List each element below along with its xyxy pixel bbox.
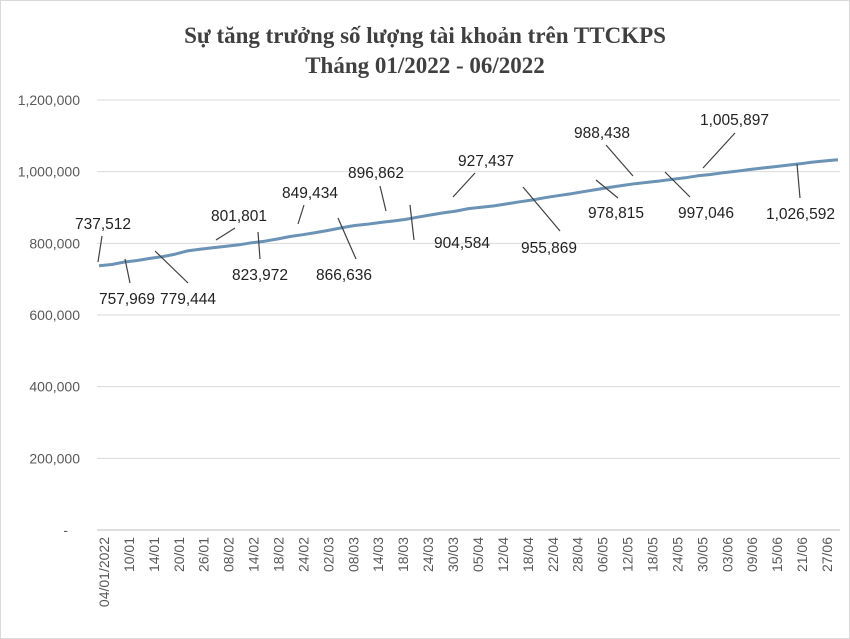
x-tick-label: 22/04 [545,537,561,572]
x-tick-label: 26/01 [196,537,212,572]
data-label: 866,636 [316,267,372,284]
x-tick-label: 30/05 [694,537,710,572]
data-label-leader [154,250,189,284]
x-tick-label: 30/03 [445,537,461,572]
series-line [98,158,839,268]
x-tick-label: 24/03 [420,537,436,572]
y-tick-label: 800,000 [29,235,80,251]
x-tick-label: 02/03 [320,537,336,572]
chart-title-line-1: Sự tăng trưởng số lượng tài khoản trên T… [184,23,666,48]
data-label: 779,444 [160,291,216,308]
data-label: 927,437 [458,153,514,170]
x-tick-label: 14/03 [370,537,386,572]
y-tick-label: 1,200,000 [18,92,80,108]
x-tick-label: 24/05 [669,537,685,572]
data-label: 757,969 [99,291,155,308]
chart-title-line-2: Tháng 01/2022 - 06/2022 [305,53,545,78]
x-tick-label: 28/04 [570,537,586,572]
y-tick-label: 1,000,000 [18,164,80,180]
data-label: 955,869 [521,240,577,257]
x-tick-label: 10/01 [121,537,137,572]
x-tick-label: 03/06 [719,537,735,572]
data-label-leader [595,179,619,199]
data-label: 823,972 [232,267,288,284]
x-tick-label: 14/01 [146,537,162,572]
y-tick-label: 600,000 [29,307,80,323]
data-labels: 737,512 757,969 779,444 801,801 823,972 849,4… [75,112,835,308]
data-label: 896,862 [348,165,404,182]
data-label-leader [379,185,387,212]
data-label-leader [664,171,691,198]
x-tick-label: 18/05 [644,537,660,572]
x-tick-label: 20/01 [171,537,187,572]
data-label: 988,438 [574,125,630,142]
data-label: 1,026,592 [766,206,835,223]
x-tick-label: 18/03 [395,537,411,572]
plot-area [98,158,839,268]
data-label-leader [297,204,305,225]
data-label-leader [337,217,357,260]
data-label-leader [605,144,634,177]
data-label: 997,046 [678,205,734,222]
data-label: 1,005,897 [700,112,769,129]
x-tick-label: 12/05 [620,537,636,572]
data-label-leader [452,172,476,198]
data-label-leader [257,231,261,260]
x-tick-label: 08/03 [345,537,361,572]
x-tick-label: 14/02 [246,537,262,572]
x-tick-label: 18/02 [271,537,287,572]
data-label-leader [409,204,415,241]
data-label: 849,434 [282,185,338,202]
y-tick-label: - [63,522,68,538]
x-tick-label: 15/06 [769,537,785,572]
data-label: 978,815 [588,205,644,222]
x-tick-label: 18/04 [520,537,536,572]
x-tick-label: 27/06 [819,537,835,572]
data-label-leader [522,186,561,232]
x-tick-label: 24/02 [295,537,311,572]
data-label-leader [124,258,131,284]
y-tick-label: 400,000 [29,379,80,395]
data-label: 737,512 [75,216,131,233]
y-tick-label: 200,000 [29,450,80,466]
x-tick-label: 05/04 [470,537,486,572]
data-label-leader [796,163,801,199]
data-label-leader [702,132,736,169]
data-label-leader [215,227,236,241]
x-tick-label: 12/04 [495,537,511,572]
x-tick-label: 08/02 [221,537,237,572]
data-label: 801,801 [211,208,267,225]
y-axis: - 200,000 400,000 600,000 800,000 1,000,000 1,… [18,92,81,538]
x-tick-label: 21/06 [794,537,810,572]
gridlines [97,99,840,459]
x-axis: 04/01/2022 10/01 14/01 20/01 26/01 08/02 14/02… [96,529,840,607]
data-label-leader [97,235,103,263]
x-tick-label: 09/06 [744,537,760,572]
x-tick-label: 04/01/2022 [96,537,112,607]
data-label: 904,584 [434,235,490,252]
x-tick-label: 06/05 [595,537,611,572]
